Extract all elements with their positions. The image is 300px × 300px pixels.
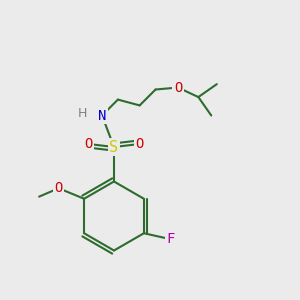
Text: O: O <box>174 80 182 94</box>
Text: O: O <box>54 181 63 195</box>
Text: F: F <box>167 232 175 246</box>
Text: O: O <box>84 137 93 151</box>
Text: N: N <box>98 109 106 122</box>
Text: O: O <box>135 137 144 151</box>
Text: H: H <box>78 106 87 120</box>
Text: S: S <box>110 140 118 154</box>
